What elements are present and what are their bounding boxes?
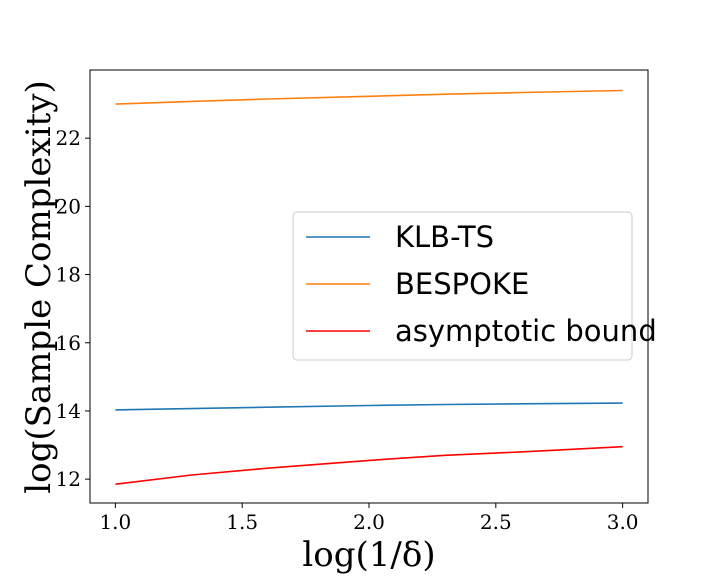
y-axis-ticks: 12 14 16 18 20 22: [56, 126, 90, 491]
series-line-2: [115, 445, 623, 485]
y-tick-label: 16: [56, 331, 81, 355]
series-line-0: [115, 402, 623, 411]
x-tick-label: 1.0: [99, 510, 131, 534]
x-tick-label: 3.0: [607, 510, 639, 534]
x-axis-label: log(1/δ): [302, 535, 435, 575]
y-tick-label: 20: [56, 194, 81, 218]
legend-label-2: asymptotic bound: [395, 314, 657, 348]
series-lines: [115, 89, 623, 485]
y-tick-label: 22: [56, 126, 81, 150]
y-tick-label: 12: [56, 467, 81, 491]
legend-label-0: KLB-TS: [395, 220, 494, 254]
legend-frame: [292, 211, 633, 361]
legend: KLB-TS BESPOKE asymptotic bound: [292, 211, 657, 361]
x-tick-label: 1.5: [226, 510, 258, 534]
y-tick-label: 18: [56, 263, 81, 287]
y-axis-label: log(Sample Complexity): [19, 80, 59, 493]
x-tick-label: 2.5: [480, 510, 512, 534]
x-tick-label: 2.0: [353, 510, 385, 534]
x-axis-ticks: 1.0 1.5 2.0 2.5 3.0: [99, 503, 639, 534]
legend-label-1: BESPOKE: [395, 267, 529, 301]
series-line-1: [115, 89, 623, 105]
y-tick-label: 14: [56, 399, 81, 423]
